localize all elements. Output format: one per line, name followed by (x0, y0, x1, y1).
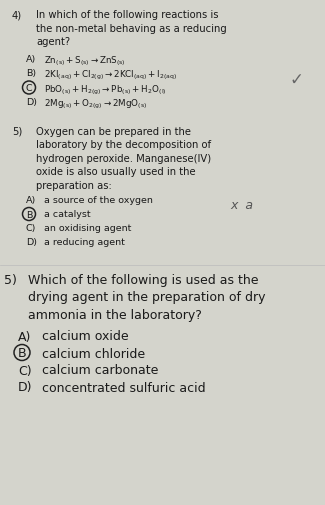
Text: 5): 5) (12, 126, 22, 136)
Text: calcium carbonate: calcium carbonate (42, 364, 158, 377)
Text: Which of the following is used as the: Which of the following is used as the (28, 274, 258, 286)
Text: $\rm Zn_{(s)} + S_{(s)} \rightarrow ZnS_{(s)}$: $\rm Zn_{(s)} + S_{(s)} \rightarrow ZnS_… (44, 55, 126, 68)
Text: C): C) (18, 364, 32, 377)
Text: D): D) (26, 237, 37, 246)
Text: C): C) (26, 224, 36, 232)
Text: concentrated sulfuric acid: concentrated sulfuric acid (42, 381, 206, 394)
Text: ammonia in the laboratory?: ammonia in the laboratory? (28, 309, 202, 321)
Text: $\rm 2KI_{(aq)} + Cl_{2(g)} \rightarrow 2KCl_{(aq)} + I_{2(aq)}$: $\rm 2KI_{(aq)} + Cl_{2(g)} \rightarrow … (44, 69, 177, 82)
Text: laboratory by the decomposition of: laboratory by the decomposition of (36, 140, 211, 149)
Text: A): A) (18, 330, 32, 343)
Text: B: B (26, 210, 32, 219)
Text: x  a: x a (230, 198, 253, 212)
Text: B: B (18, 346, 26, 359)
Text: drying agent in the preparation of dry: drying agent in the preparation of dry (28, 291, 266, 304)
Text: 4): 4) (12, 10, 22, 20)
Text: ✓: ✓ (290, 71, 304, 89)
Text: calcium oxide: calcium oxide (42, 330, 129, 343)
Text: an oxidising agent: an oxidising agent (44, 224, 131, 232)
Text: the non-metal behaving as a reducing: the non-metal behaving as a reducing (36, 23, 227, 33)
Text: 5): 5) (4, 274, 17, 286)
Text: $\rm 2Mg_{(s)} + O_{2(g)} \rightarrow 2MgO_{(s)}$: $\rm 2Mg_{(s)} + O_{2(g)} \rightarrow 2M… (44, 98, 147, 111)
Text: calcium chloride: calcium chloride (42, 347, 145, 360)
Text: $\rm PbO_{(s)} + H_{2(g)} \rightarrow Pb_{(s)} + H_2O_{(l)}$: $\rm PbO_{(s)} + H_{2(g)} \rightarrow Pb… (44, 83, 167, 96)
Text: a source of the oxygen: a source of the oxygen (44, 195, 153, 205)
Text: hydrogen peroxide. Manganese(IV): hydrogen peroxide. Manganese(IV) (36, 153, 211, 163)
Text: oxide is also usually used in the: oxide is also usually used in the (36, 167, 196, 177)
Text: Oxygen can be prepared in the: Oxygen can be prepared in the (36, 126, 191, 136)
Text: preparation as:: preparation as: (36, 180, 112, 190)
Text: D): D) (18, 381, 32, 394)
Text: B): B) (26, 69, 36, 78)
Text: In which of the following reactions is: In which of the following reactions is (36, 10, 218, 20)
Text: D): D) (26, 98, 37, 107)
Text: A): A) (26, 195, 36, 205)
Text: agent?: agent? (36, 37, 70, 47)
Text: A): A) (26, 55, 36, 63)
Text: a catalyst: a catalyst (44, 210, 91, 219)
Text: C: C (26, 84, 32, 93)
Text: a reducing agent: a reducing agent (44, 237, 125, 246)
